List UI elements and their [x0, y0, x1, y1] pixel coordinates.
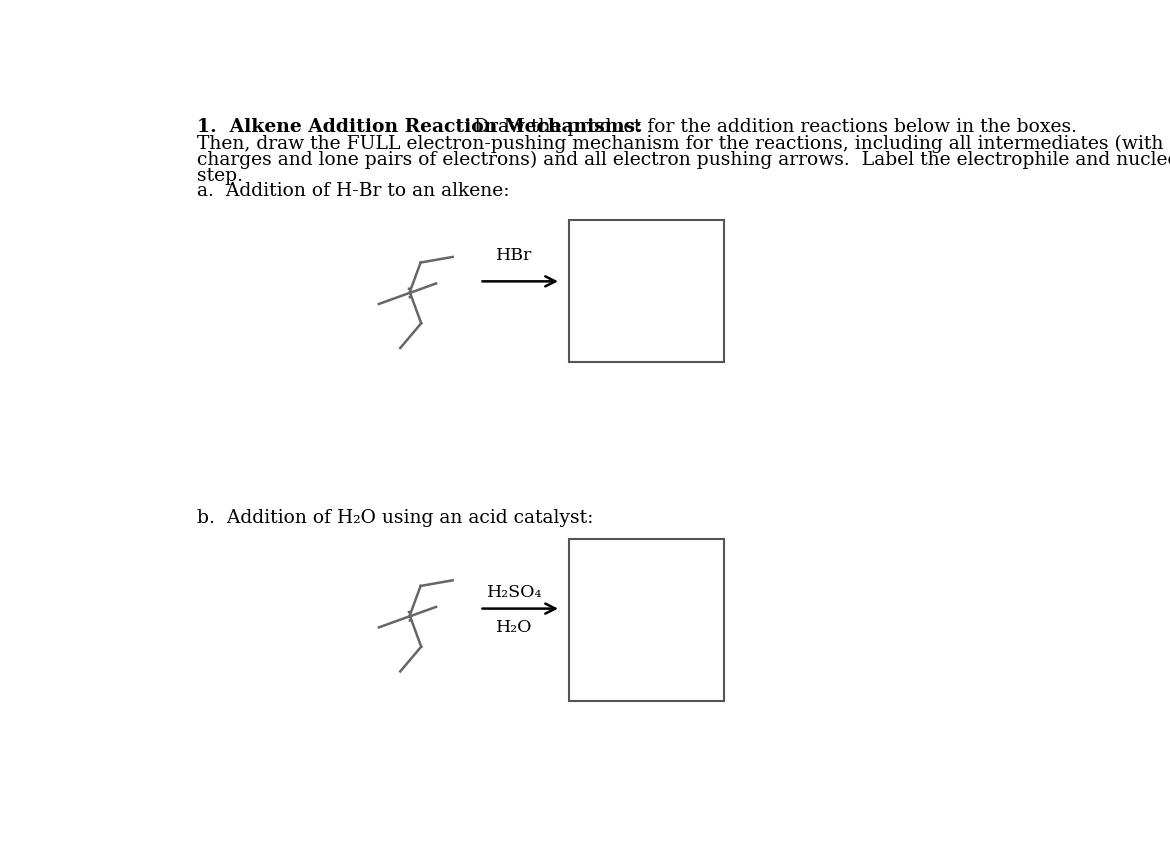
Bar	[569, 220, 723, 363]
Text: a.  Addition of H-Br to an alkene:: a. Addition of H-Br to an alkene:	[197, 182, 509, 200]
Text: H₂SO₄: H₂SO₄	[487, 583, 542, 600]
Text: charges and lone pairs of electrons) and all electron pushing arrows.  Label the: charges and lone pairs of electrons) and…	[197, 150, 1170, 169]
Text: HBr: HBr	[496, 246, 532, 263]
Text: 1.  Alkene Addition Reaction Mechanisms:: 1. Alkene Addition Reaction Mechanisms:	[197, 118, 641, 136]
Text: H₂O: H₂O	[496, 618, 532, 635]
Text: Draw the product for the addition reactions below in the boxes.: Draw the product for the addition reacti…	[462, 118, 1076, 136]
Bar	[569, 539, 723, 701]
Text: Then, draw the FULL electron-pushing mechanism for the reactions, including all : Then, draw the FULL electron-pushing mec…	[197, 134, 1170, 153]
Text: step.: step.	[197, 166, 242, 185]
Text: b.  Addition of H₂O using an acid catalyst:: b. Addition of H₂O using an acid catalys…	[197, 509, 593, 527]
